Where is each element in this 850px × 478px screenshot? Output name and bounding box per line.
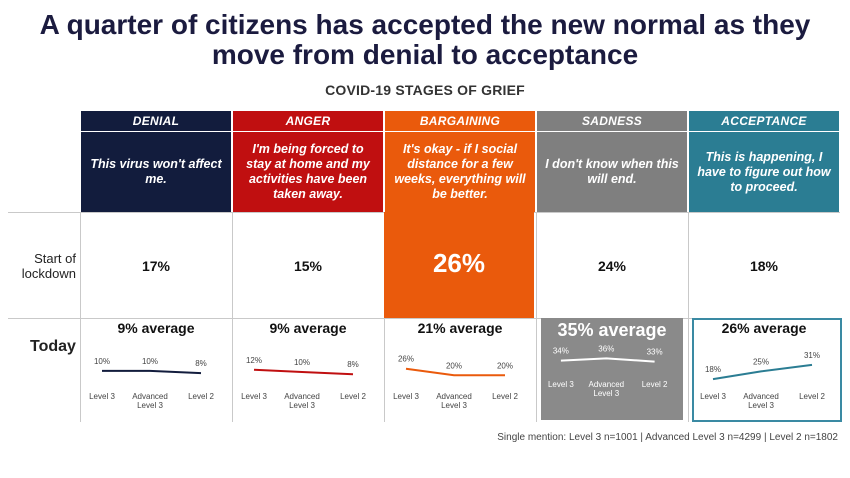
stage-quote-acceptance: This is happening, I have to figure out … [689, 132, 839, 212]
data-label-bargaining-2: 20% [446, 361, 462, 370]
data-label-anger-3: 8% [347, 360, 359, 369]
x-tick-anger-2: Advanced [284, 392, 320, 401]
x-tick-anger-3: Level 2 [340, 392, 366, 401]
start-pct-anger: 15% [293, 258, 323, 274]
chart-subtitle: COVID-19 STAGES OF GRIEF [325, 82, 525, 98]
start-pct-acceptance: 18% [749, 258, 779, 274]
line-anger [253, 368, 354, 376]
x-tick-bargaining-1: Level 3 [393, 392, 419, 401]
data-label-denial-3: 8% [195, 359, 207, 368]
data-label-anger-2: 10% [294, 358, 310, 367]
x-tick-denial-2: Advanced [132, 392, 168, 401]
column-divider-1 [232, 212, 233, 422]
bargaining-highlight [384, 212, 534, 318]
today-avg-acceptance: 26% average [721, 320, 807, 336]
x-tick-denial-3: Level 2 [188, 392, 214, 401]
data-label-denial-2: 10% [142, 357, 158, 366]
today-avg-denial: 9% average [117, 320, 195, 336]
x-tick-bargaining-2: Advanced [436, 392, 472, 401]
row-label-today: Today [30, 338, 76, 355]
footnote: Single mention: Level 3 n=1001 | Advance… [497, 432, 838, 443]
column-divider-3 [536, 212, 537, 422]
start-pct-sadness: 24% [597, 258, 627, 274]
start-pct-denial: 17% [141, 258, 171, 274]
title-line-1: A quarter of citizens has accepted the n… [39, 9, 811, 40]
stage-quote-sadness: I don't know when this will end. [537, 132, 687, 212]
row-label-start-line2: lockdown [21, 266, 76, 281]
row-divider-middle [8, 318, 840, 319]
row-label-start-line1: Start of [34, 251, 76, 266]
data-label-bargaining-3: 20% [497, 361, 513, 370]
stage-quote-anger: I'm being forced to stay at home and my … [233, 132, 383, 212]
column-divider-4 [688, 212, 689, 422]
stage-header-anger: ANGER [233, 111, 383, 131]
page-title: A quarter of citizens has accepted the n… [0, 10, 850, 70]
acceptance-highlight [692, 318, 842, 422]
data-label-bargaining-1: 26% [398, 355, 414, 364]
sadness-highlight [541, 318, 683, 420]
x-tick-bargaining-3: Level 2 [492, 392, 518, 401]
stage-header-acceptance: ACCEPTANCE [689, 111, 839, 131]
column-divider-left [80, 212, 81, 422]
data-label-denial-1: 10% [94, 357, 110, 366]
x-tick-anger-2-line2: Level 3 [289, 401, 315, 410]
title-line-2: move from denial to acceptance [211, 39, 639, 70]
stage-header-denial: DENIAL [81, 111, 231, 131]
x-tick-anger-1: Level 3 [241, 392, 267, 401]
stage-quote-bargaining: It's okay - if I social distance for a f… [385, 132, 535, 212]
stage-header-bargaining: BARGAINING [385, 111, 535, 131]
data-label-anger-1: 12% [246, 356, 262, 365]
line-bargaining [405, 367, 505, 377]
row-label-start: Start of lockdown [10, 251, 76, 281]
today-avg-anger: 9% average [269, 320, 347, 336]
x-tick-denial-2-line2: Level 3 [137, 401, 163, 410]
line-denial [102, 369, 202, 375]
today-avg-bargaining: 21% average [417, 320, 503, 336]
today-avg-sadness: 35% average [557, 320, 667, 340]
x-tick-denial-1: Level 3 [89, 392, 115, 401]
start-pct-bargaining: 26% [432, 248, 486, 278]
stage-quote-denial: This virus won't affect me. [81, 132, 231, 212]
stage-header-sadness: SADNESS [537, 111, 687, 131]
x-tick-bargaining-2-line2: Level 3 [441, 401, 467, 410]
